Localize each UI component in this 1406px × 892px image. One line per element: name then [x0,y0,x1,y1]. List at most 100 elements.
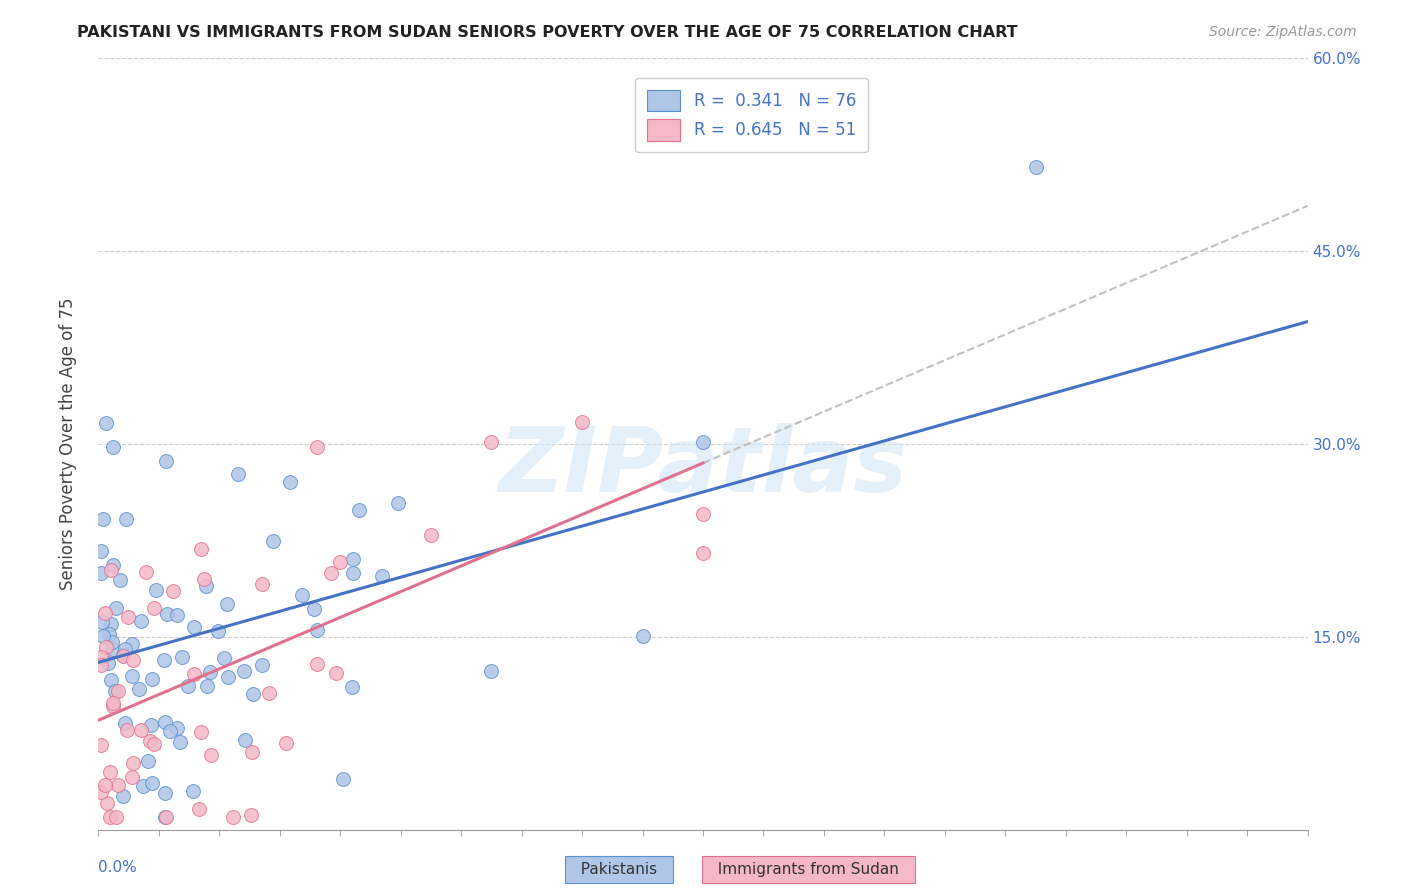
Point [302,601,325,615]
Point [329,555,352,569]
Point [107,683,129,698]
Point [692,546,714,560]
Y-axis label: Seniors Poverty Over the Age of 75: Seniors Poverty Over the Age of 75 [59,298,77,590]
Point [153,714,176,729]
Text: ZIPatlas: ZIPatlas [499,423,907,511]
Point [183,619,205,633]
Point [112,648,135,663]
Point [325,665,347,680]
Point [214,651,236,665]
Point [226,467,249,481]
Point [117,609,139,624]
Point [100,617,122,632]
Point [101,558,124,572]
Point [101,641,124,656]
Text: 0.0%: 0.0% [98,861,138,875]
Point [90,615,112,630]
Point [153,786,176,800]
Point [215,597,238,611]
Point [153,810,176,824]
Point [340,680,363,694]
Point [217,670,239,684]
Point [96,640,118,654]
Point [118,25,141,39]
Point [291,589,314,603]
Point [221,810,243,824]
Point [332,772,354,786]
Point [188,802,211,816]
Point [142,600,165,615]
Point [239,807,262,822]
Point [307,440,329,454]
Point [481,664,503,678]
Point [349,503,371,517]
Point [233,732,256,747]
Point [242,687,264,701]
Point [1024,161,1046,175]
Point [103,440,125,454]
Point [115,723,138,738]
Point [98,764,121,779]
Point [342,566,364,580]
Point [90,657,112,672]
Point [481,435,503,450]
Point [122,653,145,667]
Point [181,784,204,798]
Point [195,680,218,694]
Point [307,657,329,671]
Point [135,565,157,579]
Point [250,657,273,672]
Point [139,734,162,748]
Point [274,736,297,750]
Point [166,608,188,623]
Point [107,778,129,792]
Point [190,724,212,739]
Point [319,566,342,580]
Point [198,665,221,679]
Point [90,738,112,752]
Point [136,754,159,768]
Point [152,652,174,666]
Point [96,796,118,810]
Text: Source: ZipAtlas.com: Source: ZipAtlas.com [1209,25,1357,39]
Point [169,735,191,749]
Point [90,566,112,581]
Point [121,756,143,771]
Point [233,665,256,679]
Point [128,681,150,696]
Point [342,552,364,566]
Point [468,31,491,45]
Point [195,579,218,593]
Point [103,696,125,710]
Point [100,563,122,577]
Point [108,573,131,587]
Point [240,745,263,759]
Point [692,434,714,449]
Point [190,541,212,556]
Point [114,642,136,657]
Point [371,569,394,583]
Point [155,454,177,468]
Point [98,810,121,824]
Point [98,627,121,641]
Point [170,650,193,665]
Point [100,673,122,687]
Point [139,718,162,732]
Point [131,723,153,737]
Point [200,747,222,762]
Point [250,577,273,591]
Point [131,780,153,794]
Point [94,607,117,621]
Point [103,684,125,698]
Point [166,721,188,735]
Point [278,475,301,490]
Point [101,634,124,648]
Point [183,667,205,681]
Point [97,656,120,670]
Point [141,775,163,789]
Point [114,715,136,730]
Point [121,770,143,784]
Point [262,533,284,548]
Point [155,810,177,824]
Point [105,810,128,824]
